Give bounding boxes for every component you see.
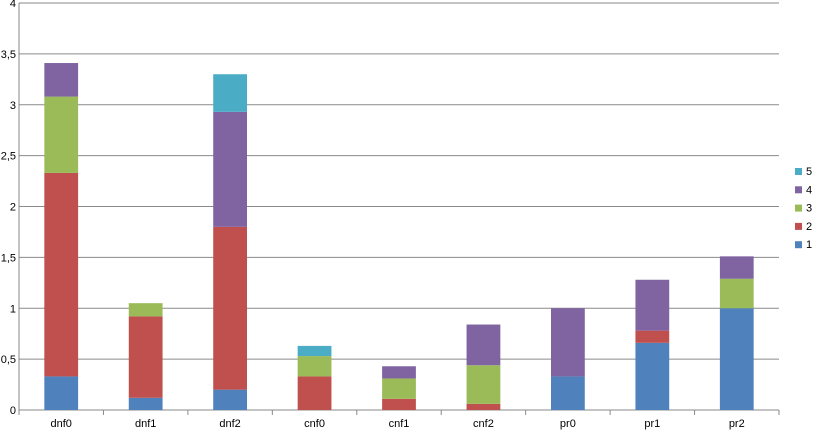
legend-label-5: 5 bbox=[806, 166, 812, 178]
bar-segment-pr1-series-2 bbox=[635, 330, 670, 343]
bar-segment-cnf0-series-2 bbox=[297, 376, 332, 410]
bar-segment-pr1-series-4 bbox=[635, 279, 670, 331]
bar-segment-dnf2-series-5 bbox=[213, 74, 247, 112]
bar-segment-cnf2-series-2 bbox=[466, 403, 501, 410]
y-tick-label: 4 bbox=[10, 0, 16, 10]
bar-segment-pr2-series-4 bbox=[719, 256, 754, 279]
y-tick-label: 2 bbox=[10, 202, 16, 214]
bar-segment-dnf0-series-1 bbox=[44, 376, 79, 410]
bar-segment-dnf1-series-1 bbox=[128, 397, 163, 410]
x-tick-label: cnf0 bbox=[304, 418, 325, 430]
bar-segment-pr0-series-1 bbox=[551, 376, 585, 410]
y-tick-label: 0,5 bbox=[1, 354, 16, 366]
x-tick-label: dnf2 bbox=[219, 418, 240, 430]
bar-segment-pr0-series-4 bbox=[551, 308, 585, 377]
legend-swatch-4 bbox=[795, 186, 802, 194]
bar-segment-dnf1-series-2 bbox=[128, 316, 163, 398]
bar-segment-dnf2-series-4 bbox=[213, 111, 247, 227]
x-tick-label: dnf0 bbox=[51, 418, 72, 430]
legend-label-1: 1 bbox=[806, 239, 812, 251]
y-tick-label: 1 bbox=[10, 303, 16, 315]
x-tick-label: pr1 bbox=[644, 418, 660, 430]
y-tick-label: 0 bbox=[10, 405, 16, 417]
x-tick-label: dnf1 bbox=[135, 418, 156, 430]
bar-segment-cnf2-series-3 bbox=[466, 365, 501, 404]
legend-swatch-1 bbox=[795, 241, 802, 249]
bar-segment-cnf1-series-2 bbox=[382, 398, 416, 410]
bar-segment-pr1-series-1 bbox=[635, 342, 670, 410]
bar-segment-cnf1-series-4 bbox=[382, 366, 416, 379]
bar-segment-dnf0-series-3 bbox=[44, 96, 79, 173]
x-tick-labels: dnf0 dnf1 dnf2 cnf0 cnf1 cnf2 pr0 pr1 pr2 bbox=[51, 418, 745, 430]
y-tick-labels: 0 0,5 1 1,5 2 2,5 3 3,5 4 bbox=[1, 0, 16, 417]
x-tick-label: pr2 bbox=[729, 418, 745, 430]
bar-segment-cnf0-series-3 bbox=[297, 356, 332, 377]
legend: 5 4 3 2 1 bbox=[795, 166, 812, 251]
bar-segment-cnf2-series-4 bbox=[466, 324, 501, 366]
legend-label-4: 4 bbox=[806, 184, 812, 196]
x-tick-label: pr0 bbox=[560, 418, 576, 430]
bar-segment-dnf2-series-2 bbox=[213, 226, 247, 390]
bar-segment-dnf0-series-2 bbox=[44, 172, 79, 377]
bars bbox=[44, 63, 754, 410]
bar-segment-cnf0-series-5 bbox=[297, 345, 332, 357]
y-tick-label: 2,5 bbox=[1, 151, 16, 163]
bar-segment-dnf0-series-4 bbox=[44, 63, 79, 97]
legend-swatch-3 bbox=[795, 204, 802, 212]
legend-swatch-5 bbox=[795, 168, 802, 175]
x-tick-label: cnf1 bbox=[389, 418, 410, 430]
x-tick-label: cnf2 bbox=[473, 418, 494, 430]
y-tick-label: 1,5 bbox=[1, 252, 16, 264]
bar-segment-cnf1-series-3 bbox=[382, 378, 416, 399]
bar-segment-dnf2-series-1 bbox=[213, 389, 247, 410]
legend-label-2: 2 bbox=[806, 221, 812, 233]
y-tick-label: 3,5 bbox=[1, 49, 16, 61]
y-tick-label: 3 bbox=[10, 100, 16, 112]
bar-segment-pr2-series-1 bbox=[719, 308, 754, 410]
legend-label-3: 3 bbox=[806, 203, 812, 215]
bar-segment-dnf1-series-3 bbox=[128, 303, 163, 317]
legend-swatch-2 bbox=[795, 222, 802, 230]
bar-segment-pr2-series-3 bbox=[719, 278, 754, 309]
